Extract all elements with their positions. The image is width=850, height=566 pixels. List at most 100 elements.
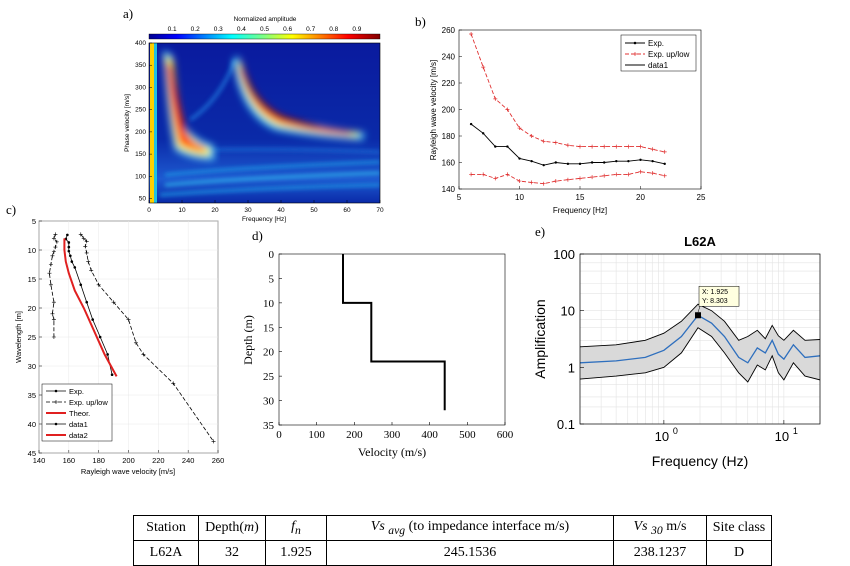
a-y-tick-label: 150 — [135, 151, 146, 158]
panel-e-y-label: Amplification — [532, 299, 548, 378]
a-y-tick-label: 50 — [139, 196, 147, 203]
e-bound-line — [580, 303, 820, 348]
panel-label-b: b) — [415, 14, 426, 29]
cell-depth: 32 — [198, 540, 266, 566]
c-series-line — [63, 238, 118, 377]
colorbar-tick-labels: 0.1 0.2 0.3 0.4 0.5 0.6 0.7 0.8 0.9 — [168, 26, 362, 33]
b-series-marker — [506, 145, 509, 148]
b-series-marker — [602, 144, 607, 149]
panel-e-x-label: Frequency (Hz) — [652, 453, 748, 469]
c-series-marker — [84, 250, 89, 255]
panel-c-axes: 140 160 180 200 220 240 260 5 10 15 20 25 30 35 40 45 — [28, 217, 225, 465]
c-series-marker — [67, 245, 71, 249]
d-x-tick-label: 200 — [346, 429, 363, 441]
b-series-marker — [614, 172, 619, 177]
b-series-marker — [590, 144, 595, 149]
c-series-marker — [51, 317, 56, 322]
b-x-tick-label: 15 — [576, 193, 585, 202]
colorbar-tick-label: 0.8 — [329, 26, 338, 33]
e-x-tick-exponent: 0 — [673, 426, 678, 436]
b-series-marker — [590, 175, 595, 180]
table-row: L62A 32 1.925 245.1536 238.1237 D — [133, 540, 772, 566]
b-series-marker — [517, 126, 522, 131]
colorbar-tick-label: 0.9 — [352, 26, 361, 33]
c-series-marker — [50, 311, 55, 316]
header-vs30-label: Vs — [633, 519, 648, 535]
cell-vs30: 238.1237 — [613, 540, 707, 566]
wavelength-velocity-panel: 140 160 180 200 220 240 260 5 10 15 20 25 30 35 40 45 E… — [14, 217, 224, 476]
rayleigh-frequency-panel: 5 10 15 20 25 140 160 180 200 220 240 260 Exp. Exp. … — [429, 26, 706, 215]
c-series-marker — [84, 239, 89, 244]
b-legend-box — [620, 34, 697, 72]
c-series-marker — [98, 335, 102, 339]
panel-d-y-label: Depth (m) — [241, 315, 255, 365]
b-series-marker — [469, 122, 473, 126]
b-series-marker — [553, 140, 558, 145]
b-y-tick-label: 140 — [442, 185, 456, 194]
c-series-marker — [110, 373, 114, 377]
panel-label-e: e) — [535, 224, 545, 239]
e-datatip-marker — [695, 312, 702, 319]
a-y-tick-label: 350 — [135, 62, 146, 69]
figure-canvas: a) b) c) d) e) Normalized amplitude 0.1 0… — [6, 6, 821, 476]
b-series-marker — [542, 163, 545, 167]
c-y-tick-label: 25 — [28, 333, 36, 342]
colorbar-title: Normalized amplitude — [234, 16, 297, 23]
a-x-tick-label: 30 — [244, 207, 252, 214]
b-series-marker — [505, 107, 510, 112]
e-x-tick-label: 10 — [655, 429, 669, 444]
b-series-line — [471, 171, 665, 185]
c-series-marker — [51, 335, 56, 339]
b-series-marker — [493, 176, 498, 181]
header-fn-label: f — [291, 519, 296, 535]
a-x-tick-label: 10 — [178, 207, 186, 214]
e-bound-line — [580, 327, 820, 383]
panel-b-y-label: Rayleigh wave velocity [m/s] — [429, 60, 438, 160]
panel-d-frame — [278, 253, 506, 426]
d-x-tick-label: 100 — [308, 429, 325, 441]
b-series-marker — [627, 159, 630, 163]
cell-station: L62A — [133, 540, 199, 566]
c-series-marker — [51, 300, 56, 305]
panel-d-axes: 0 100 200 300 400 500 600 0 5 10 15 20 25 30 35 — [263, 249, 514, 441]
a-x-tick-label: 70 — [376, 207, 384, 214]
header-fn: fn — [265, 515, 327, 541]
c-series-marker — [81, 236, 86, 241]
c-series-marker — [79, 283, 83, 287]
c-series-marker — [51, 249, 56, 254]
c-x-tick-label: 220 — [152, 456, 165, 465]
b-series-marker — [493, 96, 498, 101]
b-series-marker — [482, 132, 485, 135]
c-x-tick-label: 160 — [63, 456, 76, 465]
c-series-marker — [48, 262, 53, 267]
colorbar-tick-label: 0.6 — [283, 26, 292, 33]
b-series-marker — [650, 147, 655, 152]
b-series-marker — [638, 169, 643, 174]
c-y-tick-label: 20 — [28, 304, 36, 313]
b-legend-marker — [633, 41, 637, 45]
b-series-marker — [590, 161, 594, 164]
b-y-tick-label: 180 — [442, 132, 456, 141]
b-series-marker — [602, 173, 607, 178]
d-x-tick-label: 600 — [497, 429, 514, 441]
c-series-marker — [53, 232, 58, 237]
c-y-tick-label: 45 — [28, 449, 36, 458]
b-series-marker — [578, 176, 582, 181]
b-series-marker — [494, 145, 497, 148]
panel-e-series — [580, 303, 820, 383]
b-x-tick-label: 20 — [636, 193, 645, 202]
d-x-tick-label: 300 — [384, 429, 401, 441]
b-y-tick-label: 240 — [442, 53, 456, 62]
e-datatip-leader — [697, 306, 701, 313]
b-x-tick-label: 25 — [697, 193, 706, 202]
b-series-marker — [662, 173, 667, 178]
b-series-marker — [615, 159, 618, 163]
b-series-marker — [505, 172, 510, 177]
b-series-marker — [650, 171, 655, 176]
c-series-marker — [126, 317, 131, 322]
e-datatip-x: X: 1.925 — [702, 289, 728, 296]
c-legend-label: data1 — [69, 420, 88, 429]
peak-datatip: X: 1.925 Y: 8.303 — [695, 285, 740, 319]
b-y-tick-label: 200 — [442, 106, 456, 115]
